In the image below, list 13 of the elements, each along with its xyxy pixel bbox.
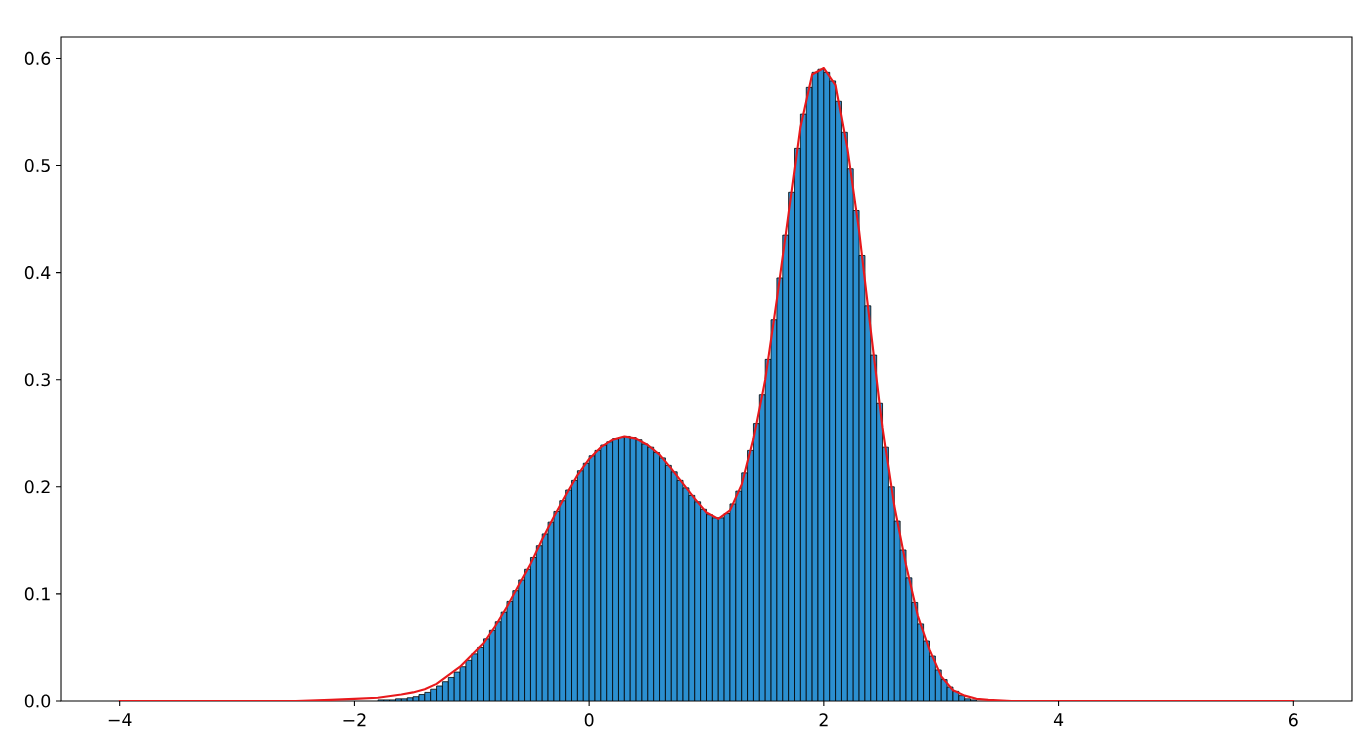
y-tick-label: 0.5: [24, 158, 50, 173]
x-tick-label: −2: [343, 713, 366, 727]
x-tick-label: −4: [108, 713, 132, 726]
x-tick-label: 0: [584, 713, 594, 727]
y-tick-label: 0.4: [24, 266, 51, 280]
y-tick-label: 0.0: [24, 694, 51, 708]
x-tick-label: 2: [819, 713, 828, 727]
x-tick-label: 6: [1289, 713, 1298, 727]
y-tick-label: 0.1: [24, 587, 50, 601]
y-tick-label: 0.3: [24, 373, 50, 387]
y-tick-label: 0.6: [24, 51, 51, 65]
y-tick-label: 0.2: [24, 480, 50, 494]
x-tick-label: 4: [1053, 713, 1064, 726]
